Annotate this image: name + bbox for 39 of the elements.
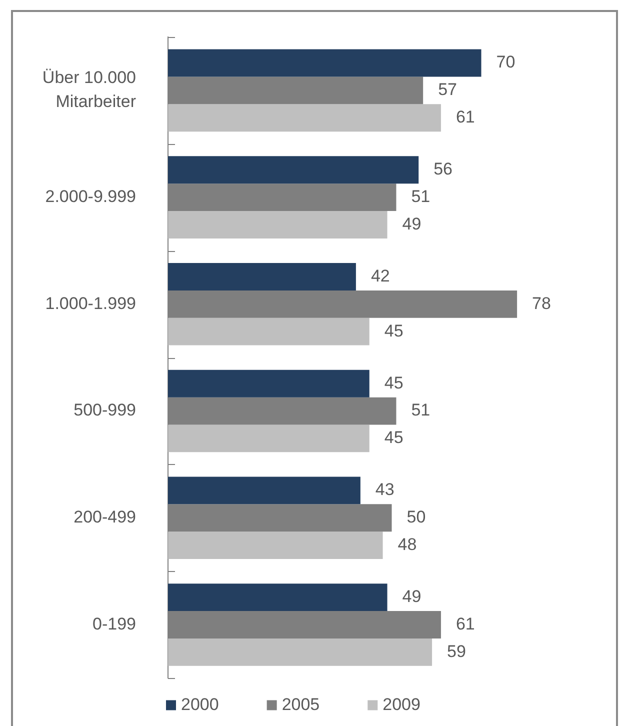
data-label: 70 (496, 52, 516, 72)
data-label: 57 (438, 80, 457, 100)
data-label: 78 (532, 294, 551, 313)
bar (168, 263, 356, 290)
bar (168, 156, 419, 184)
data-label: 49 (402, 214, 422, 234)
bar (168, 584, 388, 612)
bar (168, 424, 370, 452)
bar (168, 211, 388, 238)
y-tick-label: 200-499 (74, 508, 136, 527)
y-tick-label: 1.000-1.999 (45, 294, 136, 313)
data-label: 61 (456, 108, 475, 127)
bar (168, 638, 432, 666)
data-label: 45 (384, 373, 404, 392)
legend-label: 2000 (181, 694, 219, 714)
bar (168, 476, 360, 504)
y-tick-label: 2.000-9.999 (45, 186, 136, 206)
data-label: 48 (398, 535, 417, 554)
data-label: 45 (384, 428, 404, 448)
data-label: 50 (406, 508, 426, 527)
data-label: 43 (375, 480, 394, 500)
bar (168, 49, 482, 77)
legend-label: 2009 (382, 694, 420, 714)
data-label: 51 (411, 186, 430, 206)
bar (168, 318, 370, 346)
y-tick-label: 0-199 (92, 614, 136, 634)
data-label: 51 (411, 400, 430, 420)
y-tick-label: 500-999 (74, 400, 136, 420)
data-label: 59 (447, 642, 466, 661)
data-label: 49 (402, 587, 422, 606)
bar (168, 104, 441, 132)
y-tick-label: Über 10.000 Mitarbeiter (42, 68, 136, 112)
data-label: 42 (370, 266, 390, 286)
data-label: 56 (434, 160, 453, 179)
bar (168, 370, 370, 398)
bar (168, 532, 383, 560)
legend-label: 2005 (282, 694, 320, 714)
data-label: 61 (456, 614, 475, 634)
data-label: 45 (384, 321, 404, 340)
